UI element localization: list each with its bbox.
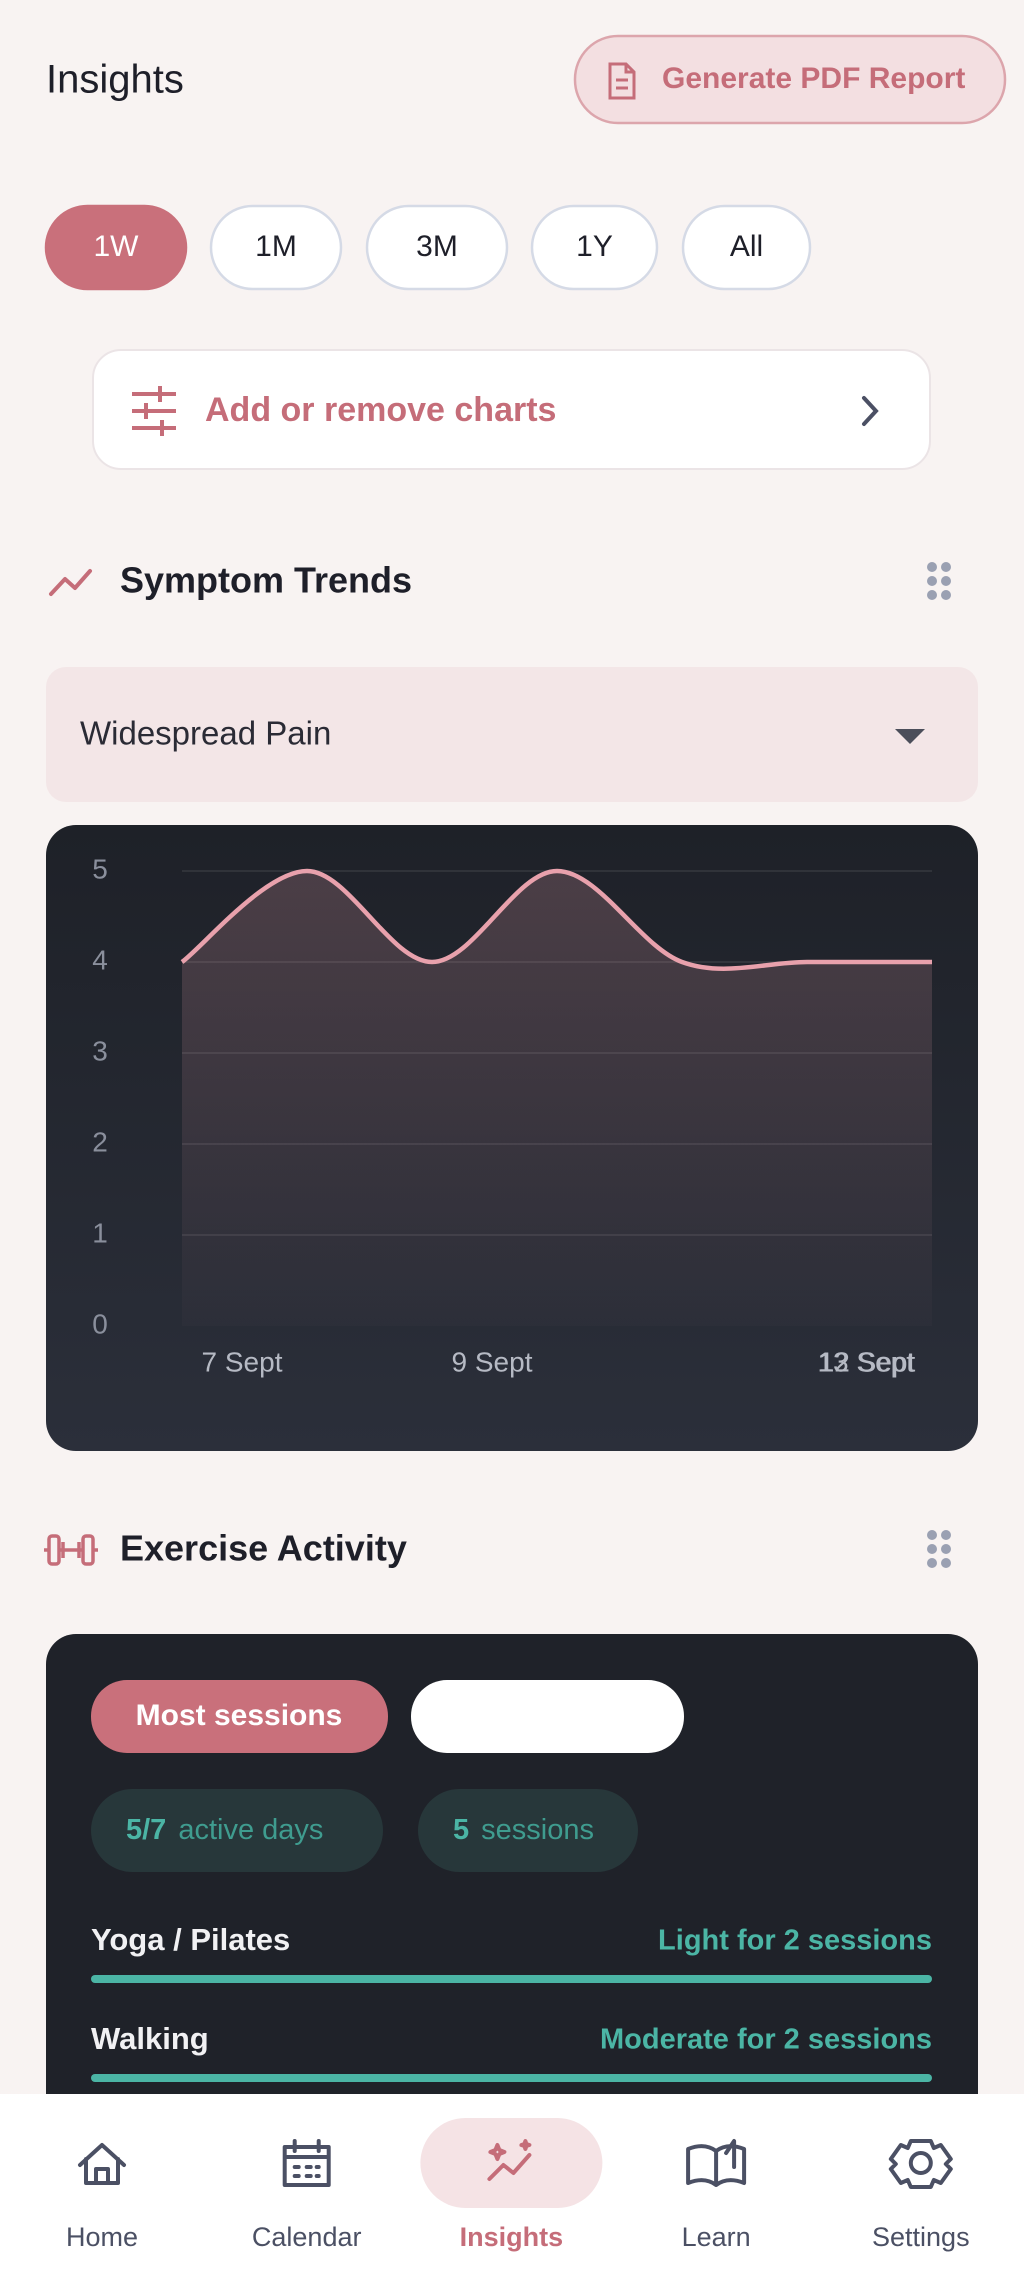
drag-handle[interactable] bbox=[927, 562, 951, 600]
range-tabs: 1W 1M 3M 1Y All bbox=[44, 204, 812, 291]
nav-label[interactable]: Settings bbox=[872, 2222, 970, 2252]
area bbox=[182, 871, 932, 1326]
symptom-selector[interactable]: Widespread Pain bbox=[46, 667, 978, 802]
tab-label[interactable]: Most sessions bbox=[136, 1699, 343, 1732]
nav-icon[interactable] bbox=[487, 2139, 532, 2181]
nav-label[interactable]: Insights bbox=[460, 2222, 564, 2252]
page-title: Insights bbox=[46, 58, 184, 102]
line bbox=[180, 868, 932, 971]
y-tick-label: 4 bbox=[92, 944, 108, 975]
section-title: Symptom Trends bbox=[120, 560, 412, 601]
nav-label[interactable]: Learn bbox=[682, 2222, 751, 2252]
sliders-icon bbox=[132, 392, 176, 430]
activities: Yoga / Pilates Light for 2 sessions Walkin… bbox=[91, 1922, 932, 2082]
range-tab-label[interactable]: 1W bbox=[94, 230, 140, 263]
stat-value: 5 bbox=[453, 1814, 469, 1846]
range-tab[interactable] bbox=[44, 204, 188, 291]
pdf-icon bbox=[608, 62, 636, 100]
tab-bg[interactable] bbox=[91, 1680, 388, 1753]
stats: 5/7 active days 5 sessions bbox=[91, 1789, 638, 1872]
nav: Home Calendar Insights Learn Settings bbox=[66, 2118, 970, 2252]
dropdown-arrow bbox=[895, 729, 925, 744]
nav-label[interactable]: Calendar bbox=[252, 2222, 362, 2252]
range-tab[interactable] bbox=[209, 204, 343, 291]
activity-bar bbox=[91, 1975, 932, 1983]
report-button[interactable]: Generate PDF Report bbox=[573, 34, 1007, 125]
activity-name: Yoga / Pilates bbox=[91, 1922, 290, 1957]
stat-value: 5/7 bbox=[126, 1814, 166, 1846]
x-tick-label: 13 Sept bbox=[817, 1346, 914, 1377]
y-tick-label: 2 bbox=[92, 1126, 108, 1157]
y-tick-label: 1 bbox=[92, 1217, 108, 1248]
y-tick-label: 0 bbox=[92, 1308, 108, 1339]
activity-detail: Moderate for 2 sessions bbox=[600, 2024, 932, 2056]
stat-pill bbox=[418, 1789, 638, 1872]
range-tab-label[interactable]: 1Y bbox=[576, 230, 613, 263]
nav-active-pill[interactable] bbox=[420, 2118, 603, 2208]
range-tab-label[interactable]: 1M bbox=[255, 230, 297, 263]
stat-pill bbox=[91, 1789, 383, 1872]
add-charts-label[interactable]: Add or remove charts bbox=[205, 391, 556, 429]
stat: 5/7 active days bbox=[126, 1814, 323, 1846]
selector-label[interactable]: Widespread Pain bbox=[80, 715, 331, 752]
range-tab-label[interactable]: All bbox=[730, 230, 763, 263]
tab-blank[interactable] bbox=[411, 1680, 684, 1753]
add-charts-button[interactable]: Add or remove charts bbox=[92, 349, 931, 470]
x-tick-label: 9 Sept bbox=[452, 1346, 533, 1377]
dumbbell-icon bbox=[44, 1534, 98, 1566]
section-title: Exercise Activity bbox=[120, 1528, 407, 1569]
activity-name: Walking bbox=[91, 2021, 209, 2056]
stat-label: sessions bbox=[481, 1814, 594, 1846]
range-tab[interactable] bbox=[530, 204, 659, 291]
tab-most-sessions[interactable]: Most sessions bbox=[91, 1680, 388, 1753]
range-tab-label[interactable]: 3M bbox=[416, 230, 458, 263]
chevron bbox=[862, 396, 879, 426]
sliders-knobs bbox=[144, 386, 164, 436]
range-tab[interactable] bbox=[365, 204, 509, 291]
nav-icon[interactable] bbox=[888, 2139, 953, 2189]
nav-icon[interactable] bbox=[78, 2143, 126, 2185]
nav-icon[interactable] bbox=[282, 2139, 331, 2187]
add-charts-bg[interactable] bbox=[92, 349, 931, 470]
range-tab[interactable] bbox=[681, 204, 812, 291]
y-tick-label: 3 bbox=[92, 1035, 108, 1066]
stat-label: active days bbox=[178, 1814, 323, 1846]
drag-handle[interactable] bbox=[927, 1530, 951, 1568]
y-tick-label: 5 bbox=[92, 853, 108, 884]
report-button-label[interactable]: Generate PDF Report bbox=[662, 62, 965, 95]
selector-bg[interactable] bbox=[46, 667, 978, 802]
exercise-card bbox=[46, 1634, 978, 2154]
activity-bar bbox=[91, 2074, 932, 2082]
nav-label[interactable]: Home bbox=[66, 2222, 138, 2252]
x-tick-label: 7 Sept bbox=[202, 1346, 283, 1377]
report-button-bg[interactable] bbox=[573, 34, 1007, 125]
activity-detail: Light for 2 sessions bbox=[658, 1925, 932, 1957]
stat: 5 sessions bbox=[453, 1814, 594, 1846]
x-tick-label: 12 Sept bbox=[819, 1346, 916, 1377]
nav-icon[interactable] bbox=[686, 2139, 747, 2187]
trend-icon bbox=[49, 569, 92, 596]
